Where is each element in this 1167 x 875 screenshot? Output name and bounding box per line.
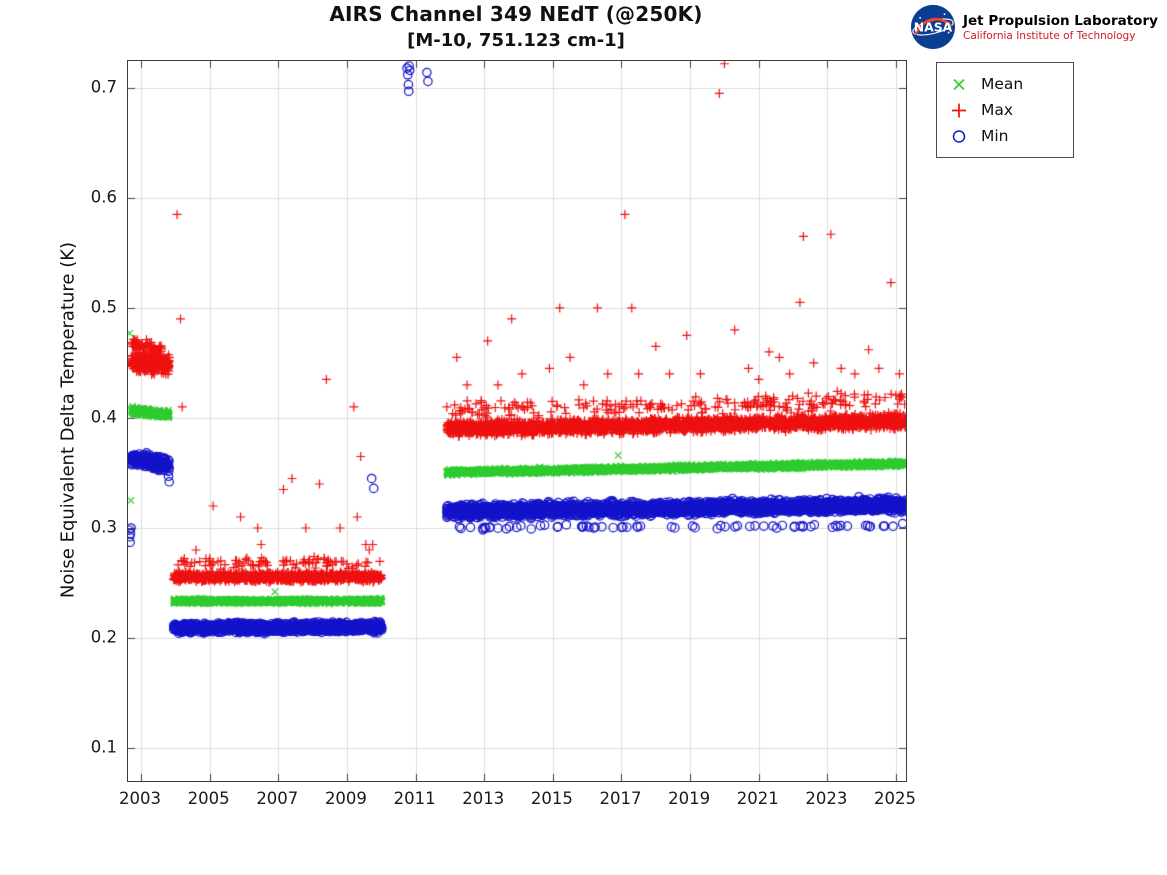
y-tick-label: 0.4	[90, 407, 117, 427]
x-tick-label: 2005	[187, 789, 230, 808]
jpl-name: Jet Propulsion Laboratory	[963, 12, 1158, 29]
y-tick-label: 0.6	[90, 187, 117, 207]
legend: Mean Max Min	[936, 62, 1074, 158]
y-tick-label: 0.5	[90, 297, 117, 317]
y-tick-label: 0.2	[90, 627, 117, 647]
x-tick-label: 2017	[599, 789, 642, 808]
legend-marker-o-icon	[947, 127, 971, 146]
x-tick-label: 2003	[119, 789, 162, 808]
chart-subtitle: [M-10, 751.123 cm-1]	[407, 30, 625, 51]
nasa-logo-icon: NASA	[910, 4, 956, 50]
x-tick-label: 2019	[668, 789, 711, 808]
y-tick-label: 0.3	[90, 517, 117, 537]
y-tick-label: 0.7	[90, 77, 117, 97]
legend-marker-x-icon	[947, 75, 971, 94]
chart-title: AIRS Channel 349 NEdT (@250K)	[329, 2, 703, 26]
legend-label: Mean	[981, 75, 1024, 93]
x-tick-label: 2015	[530, 789, 573, 808]
x-tick-label: 2013	[462, 789, 505, 808]
caltech-name: California Institute of Technology	[963, 29, 1136, 42]
x-tick-label: 2023	[805, 789, 848, 808]
legend-item-mean: Mean	[947, 71, 1063, 97]
chart-canvas	[128, 61, 906, 781]
title-block: AIRS Channel 349 NEdT (@250K) [M-10, 751…	[127, 2, 905, 51]
legend-label: Min	[981, 127, 1009, 145]
nasa-logo-text: NASA	[914, 20, 953, 35]
y-tick-label: 0.1	[90, 737, 117, 757]
legend-marker-+-icon	[947, 101, 971, 120]
legend-label: Max	[981, 101, 1014, 119]
y-axis-label: Noise Equivalent Delta Temperature (K)	[57, 241, 79, 599]
x-tick-label: 2007	[256, 789, 299, 808]
x-tick-label: 2025	[874, 789, 917, 808]
x-tick-label: 2011	[393, 789, 436, 808]
plot-area	[127, 60, 907, 782]
legend-item-max: Max	[947, 97, 1063, 123]
x-tick-label: 2021	[736, 789, 779, 808]
legend-item-min: Min	[947, 123, 1063, 149]
x-tick-label: 2009	[324, 789, 367, 808]
brand-text: Jet Propulsion Laboratory California Ins…	[963, 13, 1158, 42]
jpl-branding: NASA Jet Propulsion Laboratory Californi…	[910, 4, 1158, 50]
